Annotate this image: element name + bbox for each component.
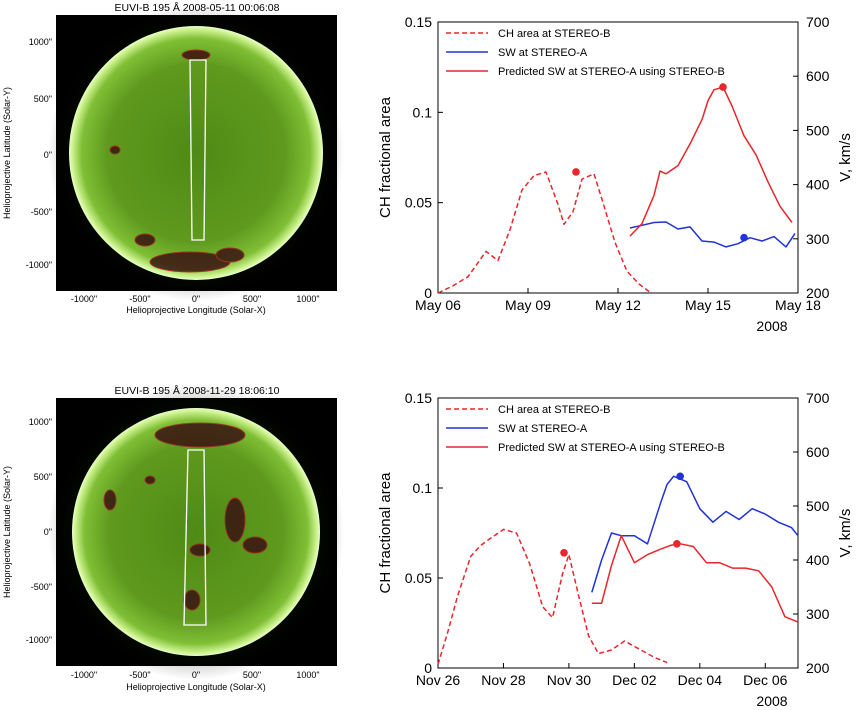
x-tick-label: May 09 bbox=[505, 297, 551, 313]
image-y-ticks: 1000" 500" 0" -500" -1000" bbox=[26, 37, 52, 270]
y-left-tick-label: 0 bbox=[424, 285, 432, 301]
legend-label: Predicted SW at STEREO-A using STEREO-B bbox=[498, 442, 725, 454]
legend-label: Predicted SW at STEREO-A using STEREO-B bbox=[498, 66, 725, 78]
series-line bbox=[591, 534, 799, 623]
legend-label: CH area at STEREO-B bbox=[498, 28, 610, 40]
svg-text:500": 500" bbox=[34, 94, 52, 104]
svg-text:-1000": -1000" bbox=[26, 635, 52, 645]
svg-text:-1000": -1000" bbox=[71, 670, 97, 680]
y-left-tick-label: 0.05 bbox=[405, 195, 432, 211]
svg-text:1000": 1000" bbox=[29, 37, 52, 47]
svg-text:0": 0" bbox=[192, 294, 200, 304]
solar-disk bbox=[72, 408, 320, 656]
coronal-hole-regions bbox=[109, 49, 245, 273]
time-series-chart-bottom: 0 0.05 0.1 0.15 200 300 400 500 600 700 Nov 26 Nov … bbox=[377, 390, 854, 709]
y-left-tick-label: 0.05 bbox=[405, 570, 432, 586]
peak-marker bbox=[572, 168, 580, 176]
image-x-ticks: -1000" -500" 0" 500" 1000" bbox=[71, 670, 320, 680]
image-xlabel: Helioprojective Longitude (Solar-X) bbox=[126, 305, 266, 315]
y-right-axis-label: V, km/s bbox=[837, 133, 854, 182]
series-line bbox=[629, 221, 796, 248]
y-left-tick-label: 0 bbox=[424, 660, 432, 676]
y-right-axis-label: V, km/s bbox=[837, 509, 854, 558]
series-line bbox=[437, 171, 652, 294]
x-tick-label: Nov 30 bbox=[547, 672, 592, 688]
peak-marker bbox=[719, 83, 727, 91]
y-left-tick-label: 0.15 bbox=[405, 14, 432, 30]
image-xlabel: Helioprojective Longitude (Solar-X) bbox=[126, 682, 266, 692]
svg-text:-500": -500" bbox=[129, 670, 150, 680]
image-ylabel: Helioprojective Latitude (Solar-Y) bbox=[2, 466, 12, 598]
y-left-axis-label: CH fractional area bbox=[377, 472, 394, 594]
y-right-tick-label: 500 bbox=[806, 122, 830, 138]
peak-marker bbox=[676, 472, 684, 481]
svg-text:-500": -500" bbox=[31, 207, 52, 217]
x-tick-label: Dec 02 bbox=[612, 672, 657, 688]
y-right-tick-label: 300 bbox=[806, 606, 830, 622]
svg-text:0": 0" bbox=[44, 527, 52, 537]
svg-text:1000": 1000" bbox=[296, 670, 319, 680]
image-y-ticks: 1000" 500" 0" -500" -1000" bbox=[26, 417, 52, 645]
y-right-tick-label: 300 bbox=[806, 231, 830, 247]
image-ylabel: Helioprojective Latitude (Solar-Y) bbox=[2, 87, 12, 219]
svg-text:0": 0" bbox=[192, 670, 200, 680]
y-right-tick-label: 400 bbox=[806, 552, 830, 568]
y-left-tick-label: 0.1 bbox=[413, 480, 433, 496]
year-label: 2008 bbox=[756, 318, 787, 334]
svg-text:-1000": -1000" bbox=[26, 260, 52, 270]
peak-marker bbox=[560, 549, 568, 557]
y-left-tick-label: 0.1 bbox=[413, 104, 433, 120]
plot-frame bbox=[437, 397, 799, 669]
svg-text:1000": 1000" bbox=[296, 294, 319, 304]
x-tick-label: May 15 bbox=[685, 297, 731, 313]
x-tick-label: May 18 bbox=[775, 297, 821, 313]
y-right-tick-label: 700 bbox=[806, 14, 830, 30]
y-left-tick-label: 0.15 bbox=[405, 390, 432, 406]
svg-text:-500": -500" bbox=[129, 294, 150, 304]
peak-marker bbox=[740, 233, 748, 242]
svg-text:-500": -500" bbox=[31, 582, 52, 592]
y-right-tick-label: 600 bbox=[806, 444, 830, 460]
x-tick-label: Dec 04 bbox=[678, 672, 723, 688]
peak-marker bbox=[673, 540, 681, 548]
series-line bbox=[591, 475, 799, 593]
legend-label: CH area at STEREO-B bbox=[498, 404, 610, 416]
series-line bbox=[629, 86, 793, 237]
legend-label: SW at STEREO-A bbox=[498, 423, 588, 435]
series-line bbox=[437, 528, 668, 665]
y-right-tick-label: 700 bbox=[806, 390, 830, 406]
year-label: 2008 bbox=[756, 693, 787, 709]
y-right-tick-label: 200 bbox=[806, 285, 830, 301]
svg-text:500": 500" bbox=[243, 294, 261, 304]
y-right-tick-label: 600 bbox=[806, 68, 830, 84]
svg-text:1000": 1000" bbox=[29, 417, 52, 427]
euvi-image-panel-top: EUVI-B 195 Å 2008-05-11 00:06:08 1000" 5… bbox=[2, 1, 344, 315]
x-tick-label: Nov 26 bbox=[416, 672, 461, 688]
y-right-tick-label: 200 bbox=[806, 660, 830, 676]
legend-label: SW at STEREO-A bbox=[498, 47, 588, 59]
svg-text:500": 500" bbox=[34, 472, 52, 482]
svg-text:-1000": -1000" bbox=[71, 294, 97, 304]
y-right-tick-label: 500 bbox=[806, 498, 830, 514]
plot-frame bbox=[437, 21, 799, 294]
solar-disk bbox=[69, 26, 323, 280]
image-x-ticks: -1000" -500" 0" 500" 1000" bbox=[71, 294, 320, 304]
x-tick-label: May 06 bbox=[415, 297, 461, 313]
svg-text:500": 500" bbox=[243, 670, 261, 680]
x-tick-label: Dec 06 bbox=[743, 672, 788, 688]
euvi-image-panel-bottom: EUVI-B 195 Å 2008-11-29 18:06:10 1000" 5… bbox=[2, 384, 344, 692]
x-tick-label: Nov 28 bbox=[481, 672, 526, 688]
y-right-tick-label: 400 bbox=[806, 177, 830, 193]
x-tick-label: May 12 bbox=[595, 297, 641, 313]
svg-text:0": 0" bbox=[44, 150, 52, 160]
time-series-chart-top: 0 0.05 0.1 0.15 200 300 400 500 600 700 May 06 May … bbox=[377, 14, 854, 334]
longitude-strip-outline bbox=[183, 449, 207, 626]
y-left-axis-label: CH fractional area bbox=[377, 96, 394, 218]
longitude-strip-outline bbox=[189, 59, 207, 241]
